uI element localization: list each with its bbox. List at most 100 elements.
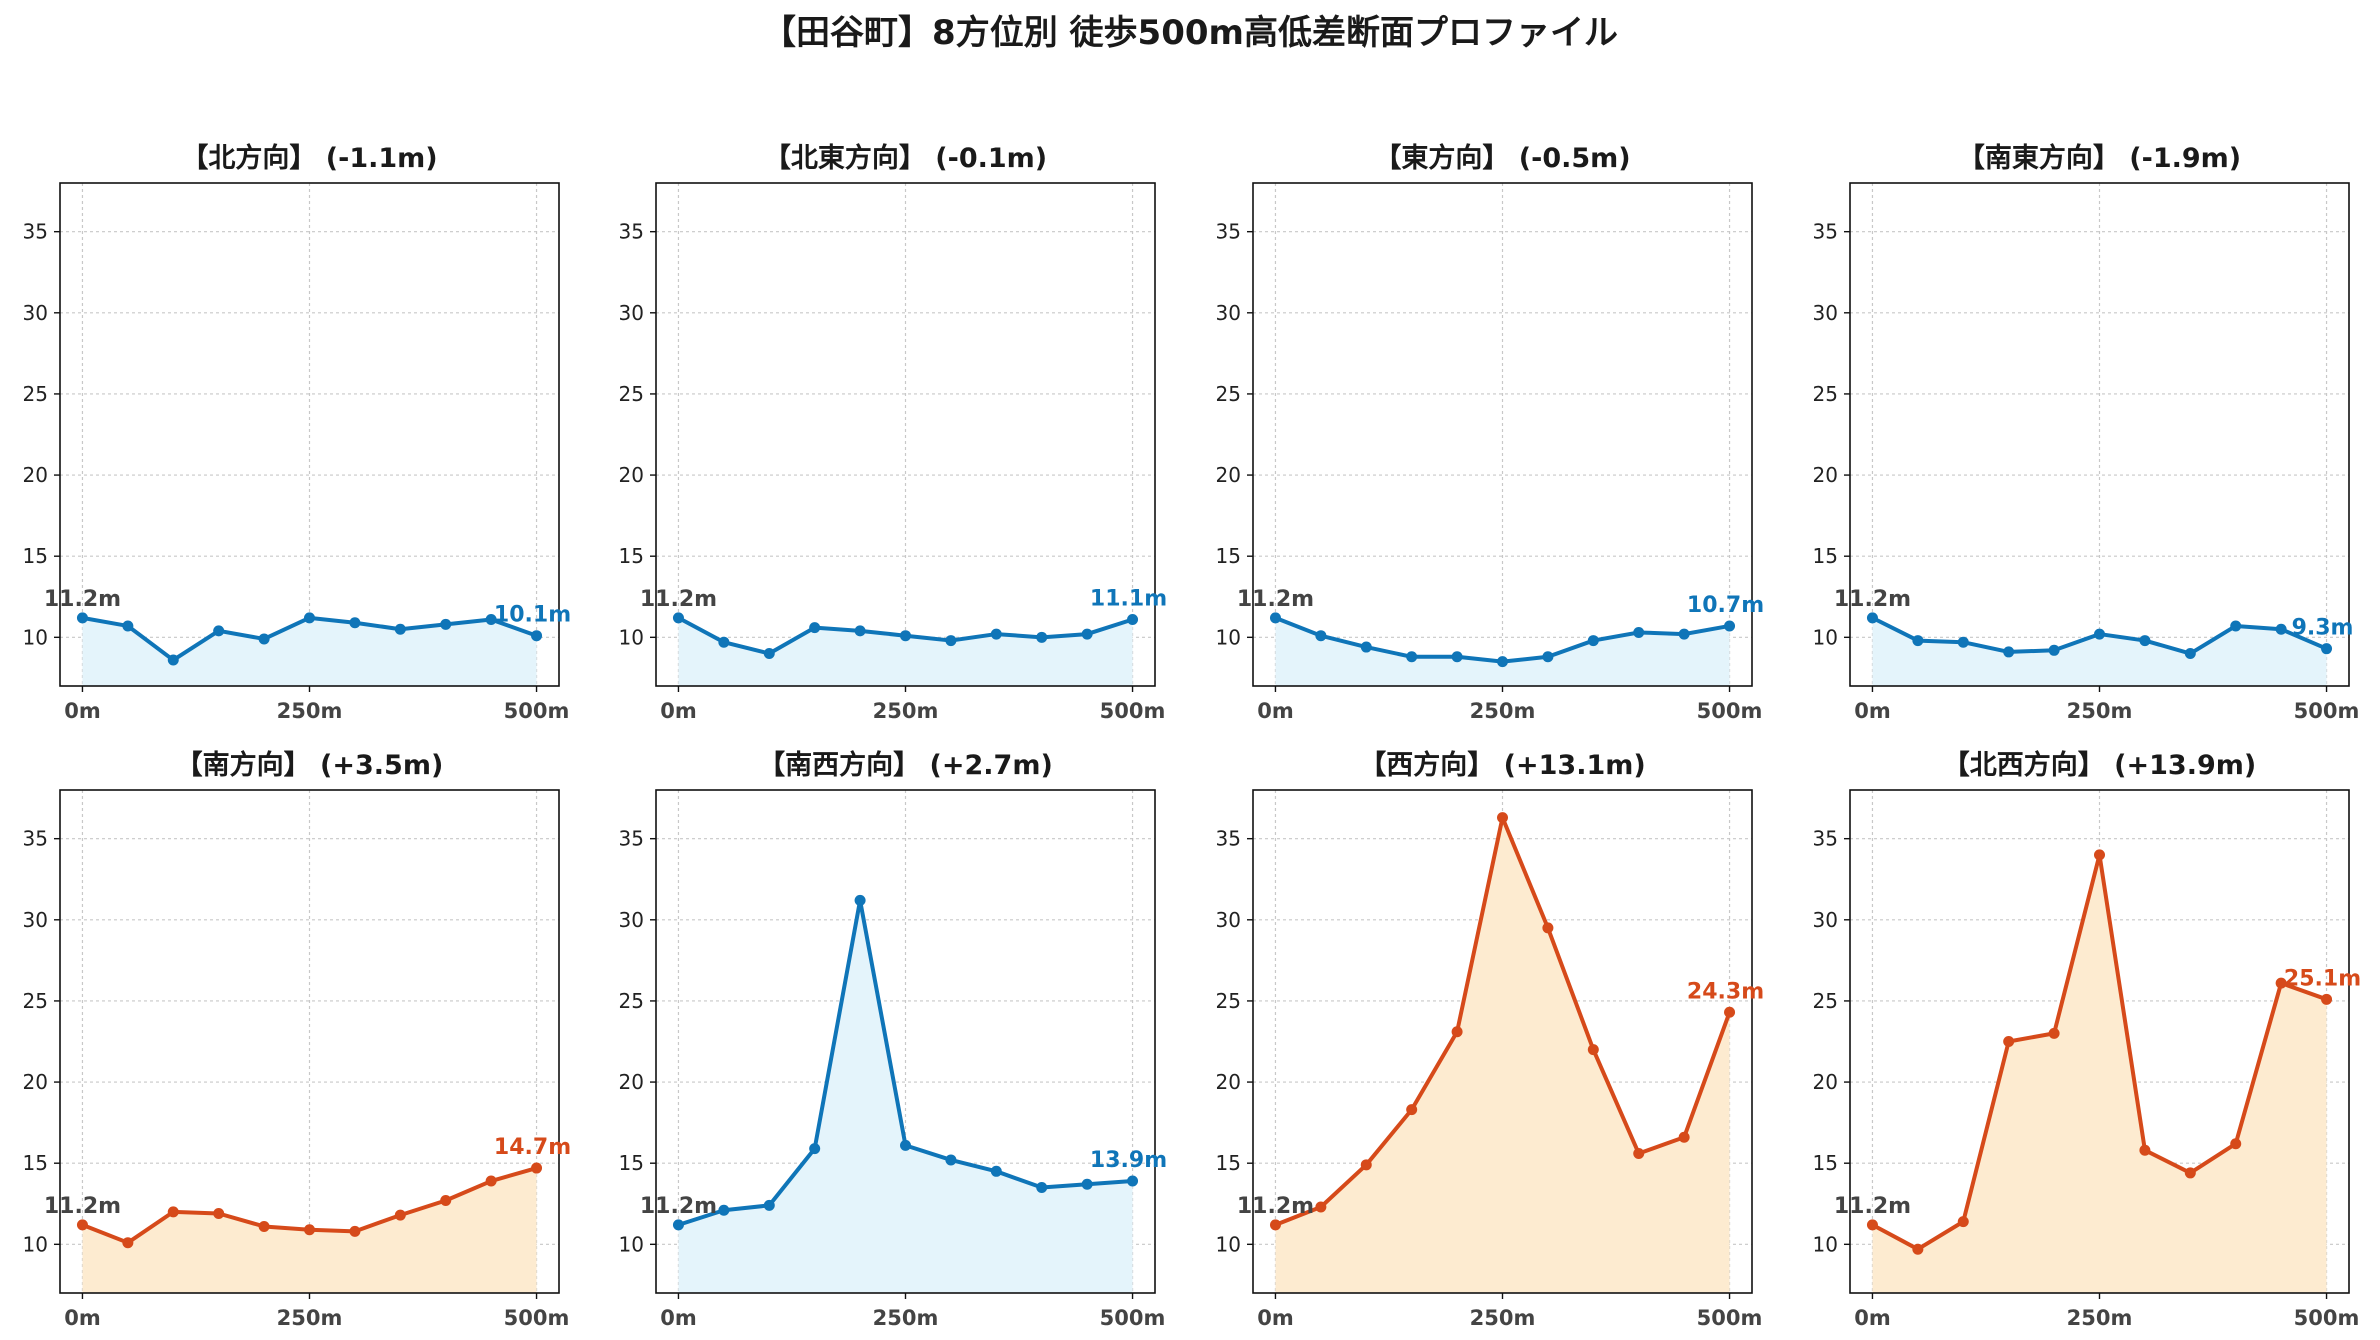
x-tick-label: 500m xyxy=(2294,1306,2360,1330)
panel-title: 【南東方向】 (-1.9m) xyxy=(1958,142,2241,174)
x-tick-label: 0m xyxy=(660,699,697,723)
data-point xyxy=(1081,628,1093,640)
x-tick-label: 0m xyxy=(1257,699,1294,723)
y-tick-label: 35 xyxy=(619,827,644,851)
data-point xyxy=(1315,1201,1327,1213)
data-point xyxy=(304,612,315,624)
y-tick-label: 10 xyxy=(619,625,644,649)
data-point xyxy=(1497,812,1508,824)
start-elevation-label: 11.2m xyxy=(640,1194,717,1219)
y-tick-label: 10 xyxy=(1813,1232,1838,1256)
panel-title: 【南方向】 (+3.5m) xyxy=(176,749,444,781)
y-tick-label: 25 xyxy=(1813,989,1838,1013)
data-point xyxy=(1127,613,1139,625)
y-tick-label: 30 xyxy=(619,301,644,325)
end-elevation-label: 11.1m xyxy=(1090,586,1167,611)
panel-2: 【東方向】 (-0.5m) 10 15 20 25 30 35 0m 250m 500m 11.2m… xyxy=(1216,142,1765,723)
y-tick-label: 10 xyxy=(23,625,48,649)
data-point xyxy=(1360,1159,1372,1171)
end-elevation-label: 10.7m xyxy=(1687,593,1764,618)
data-point xyxy=(440,1195,452,1207)
data-point xyxy=(1587,635,1599,647)
data-point xyxy=(1678,1131,1690,1143)
elevation-area xyxy=(1872,854,2327,1293)
y-tick-label: 10 xyxy=(619,1232,644,1256)
data-point xyxy=(122,620,134,632)
data-point xyxy=(2184,1167,2196,1179)
data-point xyxy=(990,628,1002,640)
data-point xyxy=(1542,922,1554,934)
end-elevation-label: 13.9m xyxy=(1090,1148,1167,1173)
data-point xyxy=(1451,1026,1463,1038)
panel-title: 【北西方向】 (+13.9m) xyxy=(1943,749,2256,781)
data-point xyxy=(718,1204,730,1216)
start-elevation-label: 11.2m xyxy=(1237,587,1314,612)
data-point xyxy=(672,612,684,624)
data-point xyxy=(1081,1178,1093,1190)
y-tick-label: 20 xyxy=(1813,463,1838,487)
y-tick-label: 30 xyxy=(1216,908,1241,932)
start-elevation-label: 11.2m xyxy=(1834,587,1911,612)
y-tick-label: 30 xyxy=(1813,301,1838,325)
y-tick-label: 35 xyxy=(1216,827,1241,851)
y-tick-label: 15 xyxy=(619,544,644,568)
x-tick-label: 0m xyxy=(660,1306,697,1330)
y-tick-label: 15 xyxy=(23,1151,48,1175)
data-point xyxy=(1866,1219,1878,1231)
data-point xyxy=(945,1154,957,1166)
panel-4: 【南方向】 (+3.5m) 10 15 20 25 30 35 0m 250m 500m 11.2m… xyxy=(23,749,572,1330)
data-point xyxy=(304,1224,315,1236)
x-tick-label: 0m xyxy=(1257,1306,1294,1330)
panel-1: 【北東方向】 (-0.1m) 10 15 20 25 30 35 0m 250m 500m 11.2… xyxy=(619,142,1168,723)
x-tick-label: 500m xyxy=(1100,1306,1166,1330)
data-point xyxy=(2184,648,2196,660)
data-point xyxy=(1406,1104,1418,1116)
data-point xyxy=(1269,1219,1281,1231)
y-tick-label: 15 xyxy=(1216,544,1241,568)
x-tick-label: 500m xyxy=(504,699,570,723)
x-tick-label: 250m xyxy=(277,1306,343,1330)
y-tick-label: 25 xyxy=(23,989,48,1013)
panel-title: 【北東方向】 (-0.1m) xyxy=(764,142,1047,174)
data-point xyxy=(1406,651,1418,663)
y-tick-label: 25 xyxy=(619,989,644,1013)
y-tick-label: 20 xyxy=(619,1070,644,1094)
x-tick-label: 250m xyxy=(873,1306,939,1330)
panel-6: 【西方向】 (+13.1m) 10 15 20 25 30 35 0m 250m 500m 11.2… xyxy=(1216,749,1765,1330)
data-point xyxy=(1633,1147,1645,1159)
x-tick-label: 500m xyxy=(1697,1306,1763,1330)
panel-3: 【南東方向】 (-1.9m) 10 15 20 25 30 35 0m 250m 500m 11.2… xyxy=(1813,142,2360,723)
data-point xyxy=(2003,646,2015,658)
data-point xyxy=(76,612,88,624)
x-tick-label: 0m xyxy=(64,1306,101,1330)
data-point xyxy=(167,654,179,666)
y-tick-label: 15 xyxy=(23,544,48,568)
data-point xyxy=(763,1199,775,1211)
x-tick-label: 250m xyxy=(1470,1306,1536,1330)
y-tick-label: 35 xyxy=(619,220,644,244)
data-point xyxy=(2275,977,2287,989)
data-point xyxy=(2003,1036,2015,1047)
data-point xyxy=(1724,1006,1736,1018)
start-elevation-label: 11.2m xyxy=(44,587,121,612)
panel-7: 【北西方向】 (+13.9m) 10 15 20 25 30 35 0m 250m 500m 11.… xyxy=(1813,749,2362,1330)
data-point xyxy=(1036,1182,1048,1194)
y-tick-label: 10 xyxy=(1216,1232,1241,1256)
data-point xyxy=(2094,628,2105,640)
data-point xyxy=(809,1143,821,1155)
elevation-area xyxy=(1872,617,2327,686)
data-point xyxy=(1912,635,1924,647)
data-point xyxy=(1866,612,1878,624)
data-point xyxy=(2230,1138,2242,1150)
y-tick-label: 10 xyxy=(1216,625,1241,649)
data-point xyxy=(2321,993,2333,1005)
data-point xyxy=(349,617,361,629)
data-point xyxy=(2275,623,2287,635)
panel-title: 【南西方向】 (+2.7m) xyxy=(758,749,1053,781)
panel-title: 【東方向】 (-0.5m) xyxy=(1374,142,1630,174)
y-tick-label: 20 xyxy=(619,463,644,487)
start-elevation-label: 11.2m xyxy=(44,1194,121,1219)
data-point xyxy=(531,1162,543,1174)
data-point xyxy=(258,633,270,645)
